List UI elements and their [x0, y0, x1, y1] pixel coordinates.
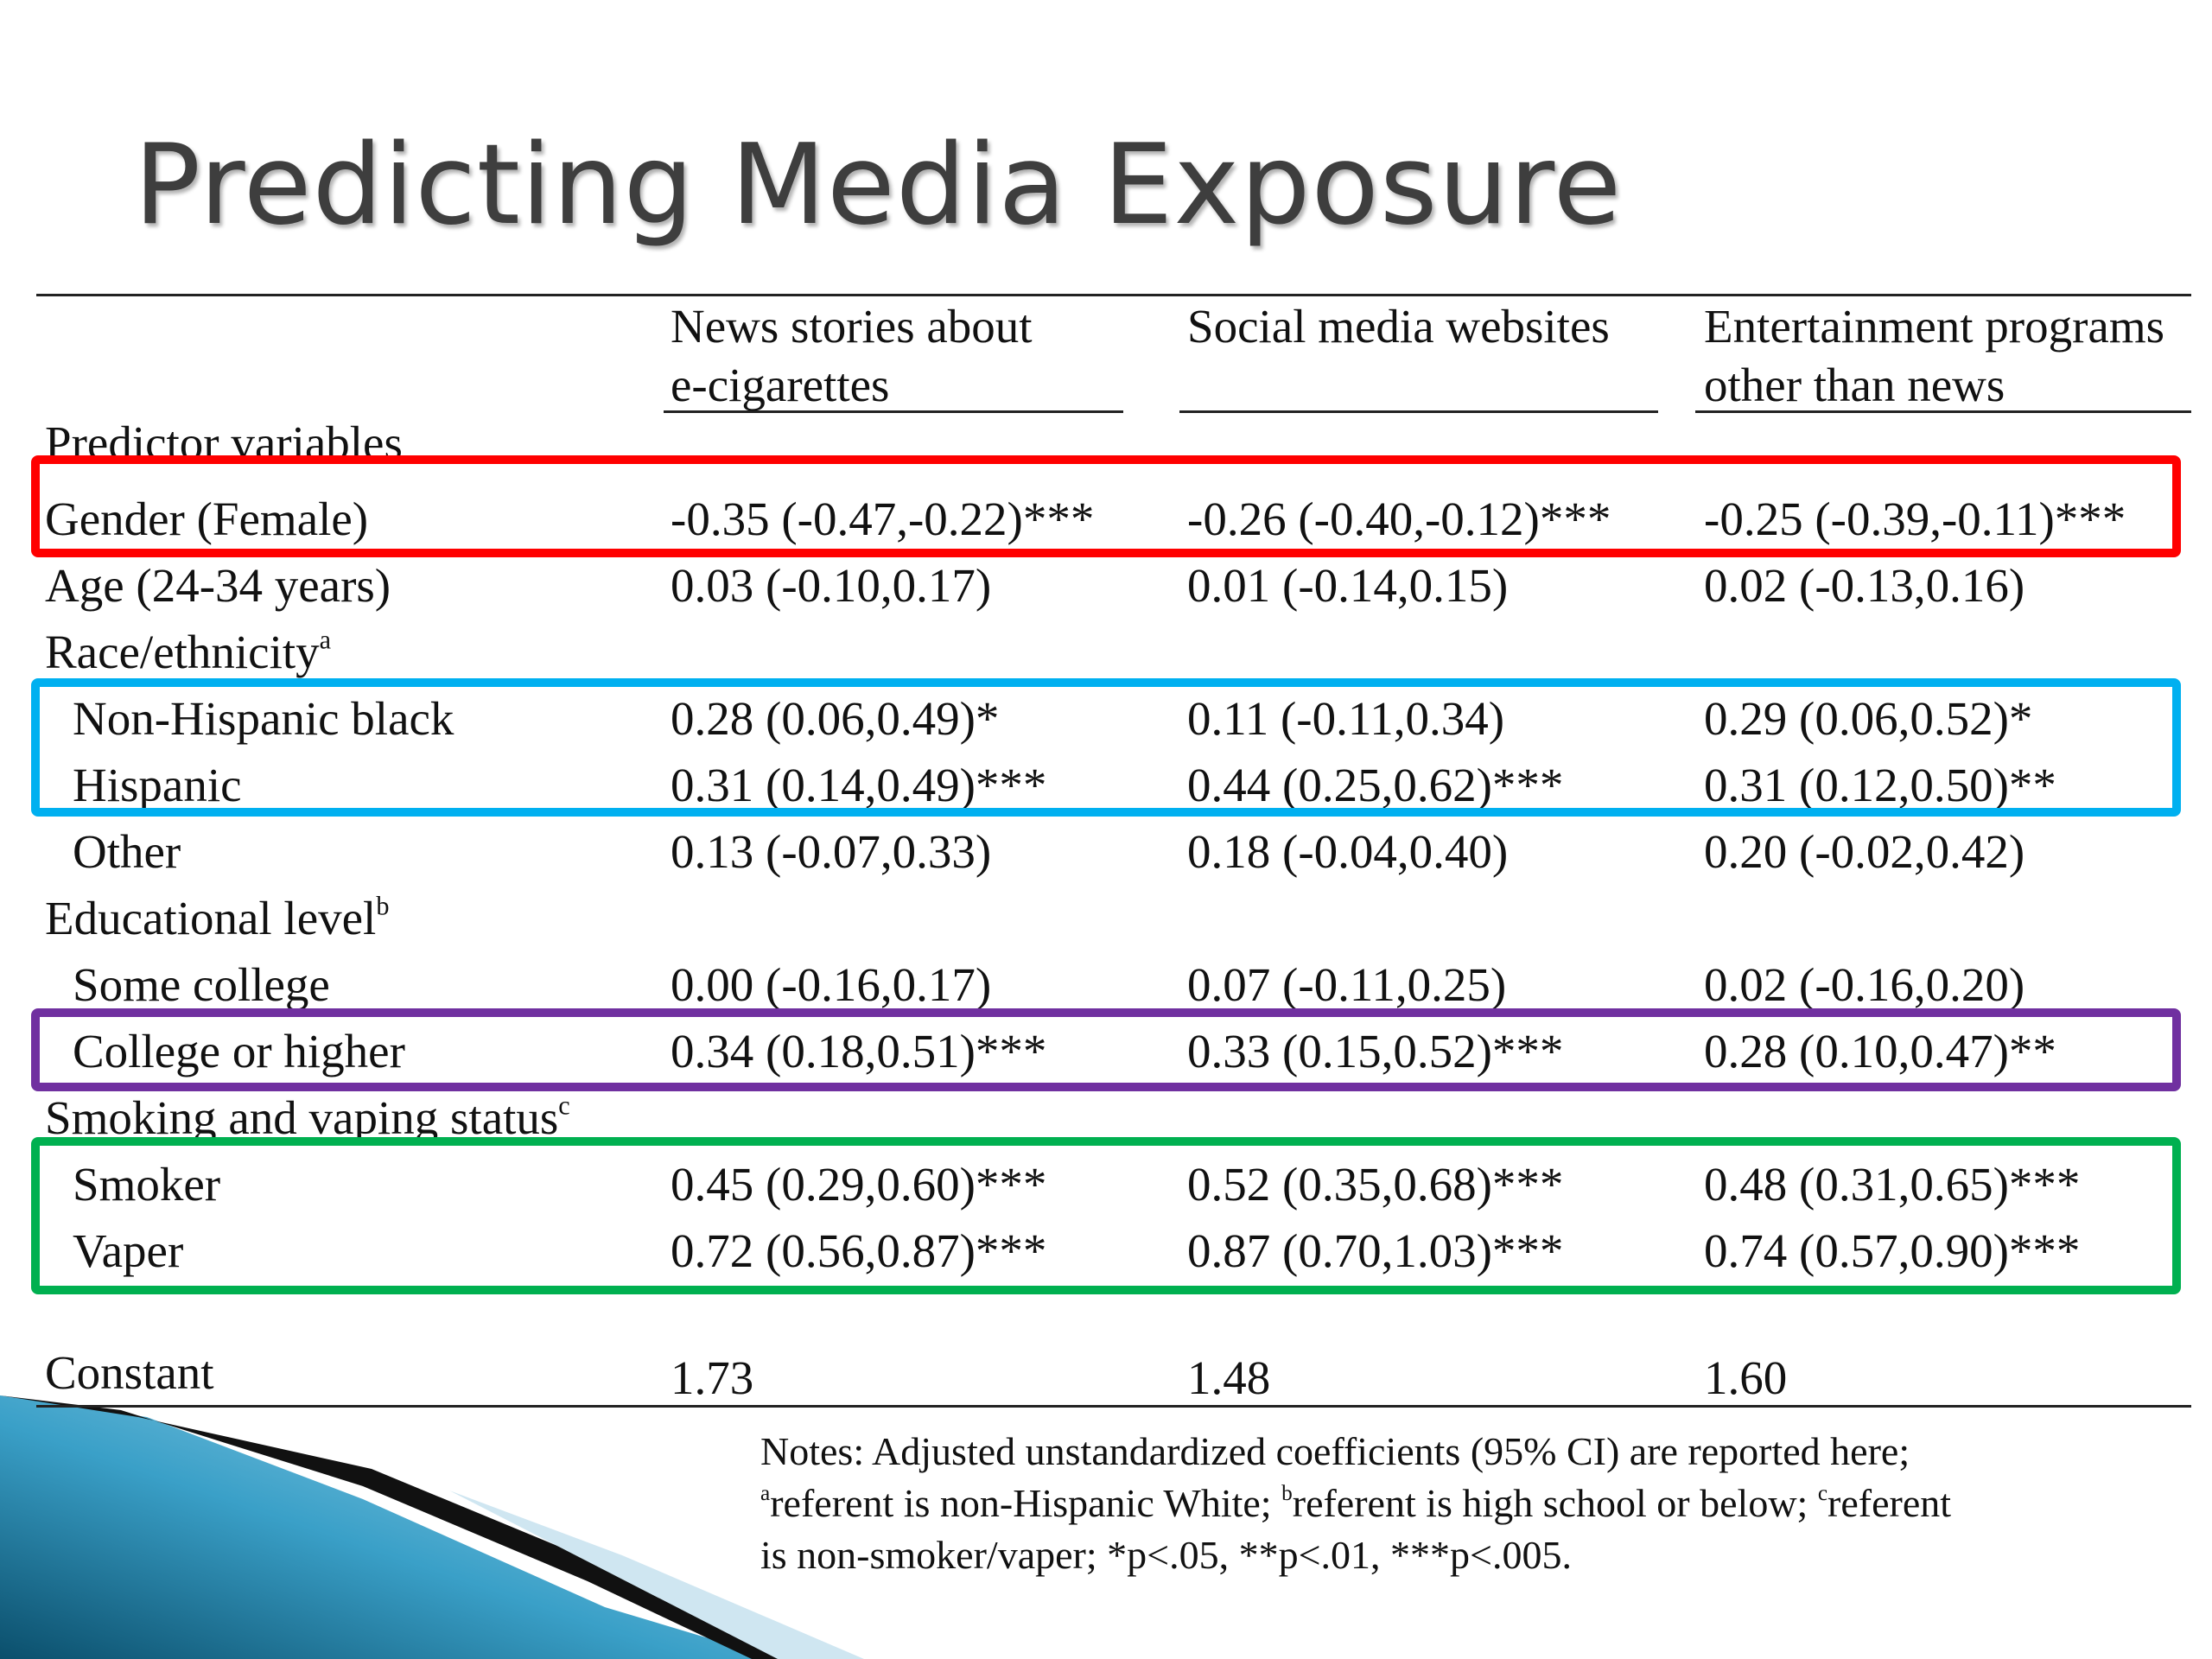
constant-label: Constant [45, 1346, 214, 1399]
notes-line: areferent is non-Hispanic White; brefere… [760, 1478, 1951, 1529]
table-bottom-rule [36, 1405, 2191, 1408]
column-header-line: Entertainment programs [1704, 300, 2165, 353]
table-cell: 0.52 (0.35,0.68)*** [1187, 1158, 1564, 1211]
footnote-marker: c [558, 1090, 570, 1121]
column-header-line: other than news [1704, 359, 2005, 411]
table-top-rule [36, 294, 2191, 296]
row-label-text: Non-Hispanic black [73, 692, 454, 745]
column-header-line: e-cigarettes [671, 359, 890, 411]
constant-value: 1.60 [1704, 1351, 1788, 1404]
table-cell: 0.28 (0.10,0.47)** [1704, 1025, 2056, 1077]
row-label: Gender (Female) [45, 495, 368, 543]
table-cell: 0.31 (0.12,0.50)** [1704, 759, 2056, 811]
table-cell: 0.00 (-0.16,0.17) [671, 958, 992, 1011]
table-cell: 0.02 (-0.16,0.20) [1704, 958, 2025, 1011]
highlight-box-education [31, 1008, 2181, 1091]
table-cell: 0.31 (0.14,0.49)*** [671, 759, 1047, 811]
highlight-box-smoking [31, 1137, 2181, 1294]
row-label-text: Some college [73, 958, 330, 1011]
column-header-news: News stories about e-cigarettes [671, 297, 1033, 415]
footnote-marker: a [319, 625, 332, 655]
row-label: College or higher [73, 1027, 405, 1075]
table-cell: 0.74 (0.57,0.90)*** [1704, 1224, 2081, 1277]
row-label-text: Smoker [73, 1158, 221, 1211]
notes-text: referent is non-Hispanic White; [770, 1481, 1282, 1525]
column-header-underline [664, 410, 1123, 413]
footnote-marker: a [760, 1481, 771, 1506]
table-cell: 0.03 (-0.10,0.17) [671, 559, 992, 612]
table-cell: 0.29 (0.06,0.52)* [1704, 692, 2033, 745]
footnote-marker: b [1281, 1481, 1293, 1506]
row-label: Smoking and vaping statusc [45, 1091, 570, 1144]
table-cell: 0.07 (-0.11,0.25) [1187, 958, 1507, 1011]
table-cell: 0.48 (0.31,0.65)*** [1704, 1158, 2081, 1211]
table-notes: Notes: Adjusted unstandardized coefficie… [760, 1426, 1951, 1581]
row-label: Other [73, 828, 181, 875]
row-label: Non-Hispanic black [73, 695, 454, 742]
row-label: Hispanic [73, 761, 242, 809]
row-label: Smoker [73, 1160, 220, 1208]
table-cell: 0.18 (-0.04,0.40) [1187, 825, 1509, 878]
row-label-text: Gender (Female) [45, 493, 369, 545]
table-cell: -0.26 (-0.40,-0.12)*** [1187, 493, 1611, 545]
column-header-line: Social media websites [1187, 300, 1610, 353]
table-cell: 0.34 (0.18,0.51)*** [671, 1025, 1047, 1077]
slide-title: Predicting Media Exposure [134, 121, 1623, 250]
row-label: Race/ethnicitya [45, 625, 332, 678]
table-cell: 0.20 (-0.02,0.42) [1704, 825, 2025, 878]
table-cell: 0.13 (-0.07,0.33) [671, 825, 992, 878]
table-cell: 0.33 (0.15,0.52)*** [1187, 1025, 1564, 1077]
row-label-text: Vaper [73, 1224, 184, 1277]
table-cell: 0.01 (-0.14,0.15) [1187, 559, 1509, 612]
row-label-text: College or higher [73, 1025, 405, 1077]
table-cell: 0.28 (0.06,0.49)* [671, 692, 1000, 745]
row-label-text: Other [73, 825, 181, 878]
highlight-box-race [31, 678, 2181, 817]
table-cell: 0.45 (0.29,0.60)*** [671, 1158, 1047, 1211]
column-header-underline [1179, 410, 1658, 413]
footnote-marker: c [1817, 1481, 1828, 1506]
table-cell: -0.25 (-0.39,-0.11)*** [1704, 493, 2126, 545]
table-cell: 0.44 (0.25,0.62)*** [1187, 759, 1564, 811]
notes-text: referent is high school or below; [1292, 1481, 1818, 1525]
table-cell: -0.35 (-0.47,-0.22)*** [671, 493, 1095, 545]
table-cell: 0.87 (0.70,1.03)*** [1187, 1224, 1564, 1277]
column-header-underline [1695, 410, 2191, 413]
notes-text: referent [1827, 1481, 1952, 1525]
notes-line: Notes: Adjusted unstandardized coefficie… [760, 1429, 1910, 1473]
table-cell: 0.11 (-0.11,0.34) [1187, 692, 1505, 745]
row-label: Some college [73, 961, 330, 1008]
row-label: Educational levelb [45, 891, 390, 944]
table-cell: 0.72 (0.56,0.87)*** [671, 1224, 1047, 1277]
column-header-line: News stories about [671, 300, 1033, 353]
row-label-text: Age (24-34 years) [45, 559, 391, 612]
row-label-text: Smoking and vaping status [45, 1091, 559, 1144]
notes-line: is non-smoker/vaper; *p<.05, **p<.01, **… [760, 1533, 1572, 1577]
row-label-text: Educational level [45, 892, 377, 944]
table-cell: 0.02 (-0.13,0.16) [1704, 559, 2025, 612]
column-header-social-media: Social media websites [1187, 297, 1610, 356]
column-header-entertainment: Entertainment programs other than news [1704, 297, 2164, 415]
constant-value: 1.73 [671, 1351, 754, 1404]
constant-value: 1.48 [1187, 1351, 1271, 1404]
footnote-marker: b [376, 891, 390, 921]
row-label-text: Hispanic [73, 759, 242, 811]
row-label: Vaper [73, 1227, 183, 1274]
highlight-box-gender [31, 455, 2181, 557]
row-label-text: Race/ethnicity [45, 626, 320, 678]
row-label: Age (24-34 years) [45, 562, 391, 609]
